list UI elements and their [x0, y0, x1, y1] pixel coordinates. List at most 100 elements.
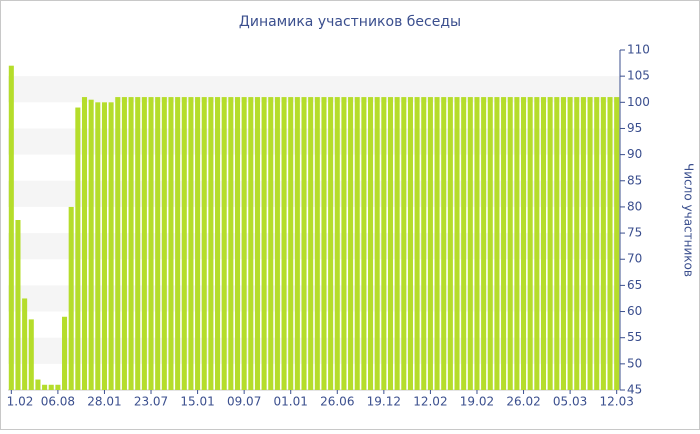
bar — [560, 97, 566, 391]
y-tick-label: 60 — [627, 304, 642, 318]
bar — [175, 97, 181, 391]
bar — [121, 97, 127, 391]
x-tick-label: 19.12 — [367, 395, 401, 409]
bar — [414, 97, 420, 391]
bar — [168, 97, 174, 391]
bar — [188, 97, 194, 391]
bar — [407, 97, 413, 391]
bar — [48, 384, 54, 390]
bar — [261, 97, 267, 391]
bar — [494, 97, 500, 391]
bar — [308, 97, 314, 391]
bar — [507, 97, 513, 391]
bar — [501, 97, 507, 391]
bar — [62, 316, 68, 390]
bar — [228, 97, 234, 391]
bar — [487, 97, 493, 391]
bar — [75, 107, 81, 391]
bar — [381, 97, 387, 391]
bar — [35, 379, 41, 390]
bar — [314, 97, 320, 391]
bar — [274, 97, 280, 391]
bar — [301, 97, 307, 391]
bar — [328, 97, 334, 391]
bar — [68, 206, 74, 390]
bar — [208, 97, 214, 391]
bar — [234, 97, 241, 391]
bar — [600, 97, 606, 391]
bar — [401, 97, 407, 391]
bar — [521, 97, 527, 391]
bar — [547, 97, 553, 391]
bar — [108, 102, 114, 391]
bar — [574, 97, 580, 391]
y-tick-label: 85 — [627, 173, 642, 187]
bar — [95, 102, 101, 391]
bar — [368, 97, 374, 391]
bar — [427, 97, 433, 391]
x-tick-label: 1.02 — [7, 395, 34, 409]
y-tick-label: 50 — [627, 356, 642, 370]
bar — [341, 97, 347, 391]
bar — [181, 97, 187, 391]
bar — [221, 97, 227, 391]
bar — [81, 97, 88, 391]
bar — [540, 97, 547, 391]
y-tick-label: 105 — [627, 69, 650, 83]
bar — [321, 97, 327, 391]
bar — [614, 97, 620, 391]
bar — [254, 97, 260, 391]
bar — [374, 97, 380, 391]
bar — [514, 97, 520, 391]
bar — [15, 220, 21, 390]
bar — [195, 97, 201, 391]
bar — [334, 97, 340, 391]
bar — [527, 97, 533, 391]
bar — [441, 97, 447, 391]
bar — [42, 384, 48, 390]
y-tick-label: 110 — [627, 43, 650, 57]
bar — [148, 97, 154, 391]
x-tick-label: 01.01 — [274, 395, 308, 409]
x-tick-label: 12.03 — [599, 395, 633, 409]
bar — [22, 298, 28, 390]
bar — [587, 97, 593, 391]
bar — [534, 97, 540, 391]
y-tick-label: 45 — [627, 383, 642, 397]
bar — [474, 97, 480, 391]
bar — [467, 97, 473, 391]
bar — [115, 97, 121, 391]
bar — [241, 97, 247, 391]
bar — [567, 97, 573, 391]
bar — [434, 97, 440, 391]
y-tick-label: 95 — [627, 121, 642, 135]
bar — [101, 102, 107, 391]
bar — [268, 97, 274, 391]
y-tick-label: 65 — [627, 278, 642, 292]
x-tick-label: 23.07 — [134, 395, 168, 409]
bar — [294, 97, 300, 391]
x-tick-label: 05.03 — [553, 395, 587, 409]
x-tick-label: 15.01 — [180, 395, 214, 409]
x-tick-label: 06.08 — [41, 395, 75, 409]
x-tick-label: 26.06 — [320, 395, 354, 409]
x-tick-label: 09.07 — [227, 395, 261, 409]
bar — [288, 97, 294, 391]
bar — [607, 97, 613, 391]
bar — [28, 319, 34, 390]
bar — [580, 97, 586, 391]
bar — [155, 97, 161, 391]
y-tick-label: 90 — [627, 147, 642, 161]
bar — [128, 97, 134, 391]
bar — [594, 97, 600, 391]
bar — [461, 97, 467, 391]
y-tick-label: 100 — [627, 95, 650, 109]
bar — [55, 384, 61, 390]
bar — [281, 97, 287, 391]
bar — [421, 97, 427, 391]
bar — [481, 97, 487, 391]
bar — [141, 97, 147, 391]
bar — [215, 97, 221, 391]
x-tick-label: 12.02 — [413, 395, 447, 409]
